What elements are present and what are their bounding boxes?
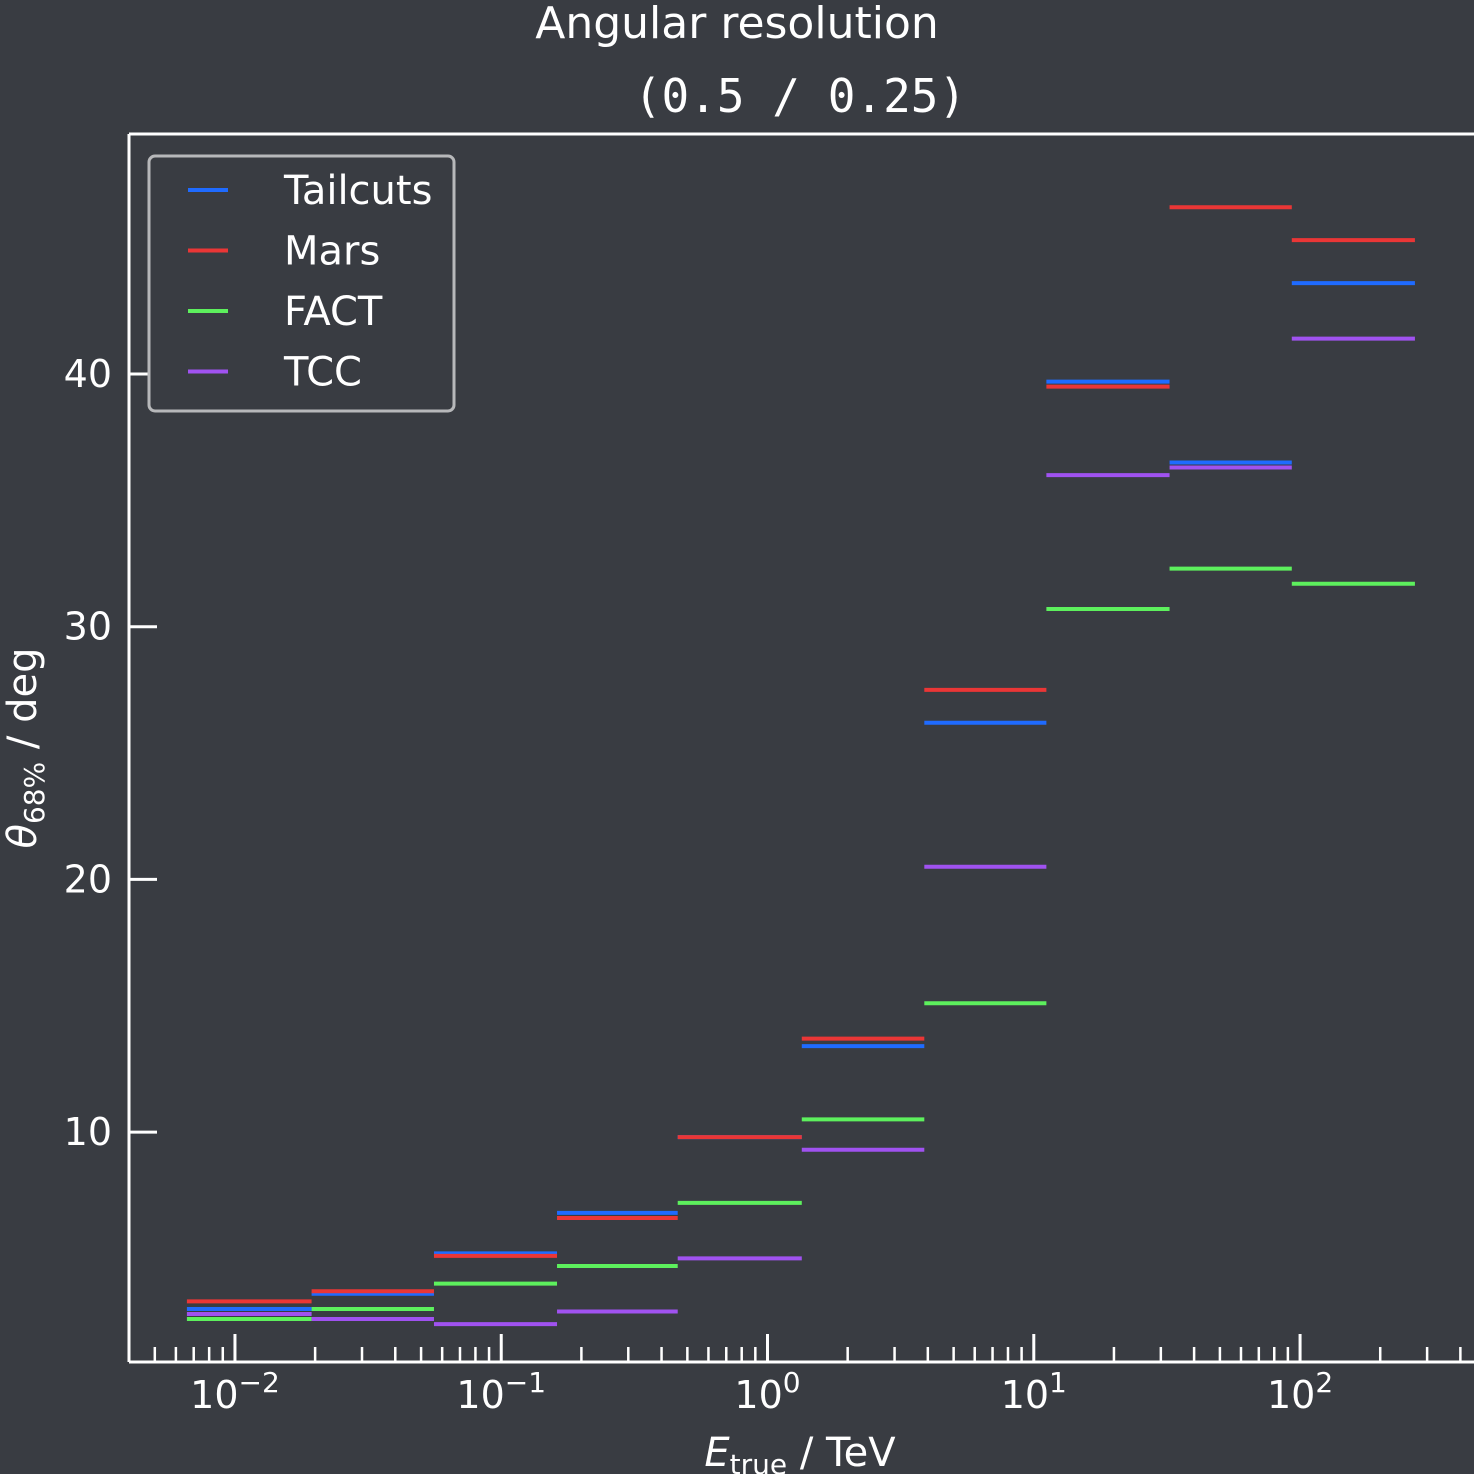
x-tick-label-base: 10 [734, 1373, 782, 1417]
legend-box [147, 154, 456, 413]
y-axis-label-main: θ [0, 824, 46, 848]
x-axis-label: Etrue / TeV [704, 1430, 896, 1474]
x-tick-label-base: 10 [1001, 1373, 1049, 1417]
y-tick-label: 20 [64, 857, 112, 901]
y-tick-label: 30 [64, 605, 112, 649]
y-tick-label: 10 [64, 1110, 112, 1154]
y-axis-label-rest: / deg [0, 647, 46, 761]
axes-frame [127, 132, 1474, 1364]
x-tick-label-exponent: 2 [1315, 1366, 1333, 1399]
x-tick-label: 10−2 [190, 1366, 280, 1417]
series-mars [186, 205, 1415, 1304]
x-tick-label: 102 [1267, 1366, 1333, 1417]
legend-label-tailcuts: Tailcuts [283, 168, 432, 214]
x-axis-label-sub: true [730, 1448, 787, 1474]
x-tick-label-exponent: −2 [239, 1366, 280, 1399]
x-tick-label: 10−1 [456, 1366, 546, 1417]
series-tcc [186, 336, 1415, 1327]
legend: Tailcuts Mars FACT TCC [147, 154, 456, 413]
x-axis-label-main: E [704, 1430, 730, 1474]
chart-subtitle: (0.5 / 0.25) [634, 69, 966, 123]
x-tick-label-exponent: −1 [505, 1366, 546, 1399]
legend-label-tcc: TCC [283, 350, 362, 396]
x-axis: 10−2 10−1 100 101 102 [127, 1334, 1462, 1417]
chart-title: Angular resolution [535, 0, 939, 49]
x-tick-label-exponent: 0 [783, 1366, 801, 1399]
series-fact [186, 566, 1415, 1322]
x-tick-label: 101 [1001, 1366, 1067, 1417]
x-tick-label-base: 10 [190, 1373, 238, 1417]
x-tick-label-base: 10 [1267, 1373, 1315, 1417]
series-tailcuts [186, 281, 1415, 1311]
x-tick-label: 100 [734, 1366, 800, 1417]
y-tick-label: 40 [64, 352, 112, 396]
y-axis-label: θ68% / deg [0, 647, 51, 848]
legend-label-fact: FACT [284, 289, 383, 335]
legend-label-mars: Mars [284, 229, 380, 275]
y-axis-label-sub: 68% [18, 762, 51, 824]
x-tick-label-base: 10 [456, 1373, 504, 1417]
y-axis: 10 20 30 40 [64, 352, 157, 1154]
plot-series [186, 205, 1415, 1327]
x-tick-label-exponent: 1 [1049, 1366, 1067, 1399]
x-axis-label-rest: / TeV [787, 1430, 896, 1474]
